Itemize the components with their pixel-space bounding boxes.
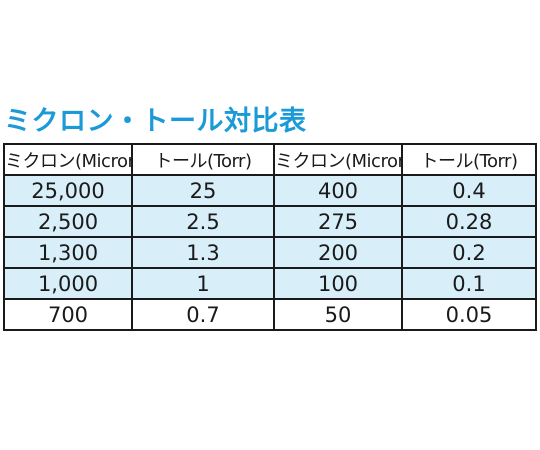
cell-torr: 0.28 — [401, 205, 537, 238]
cell-micron: 50 — [273, 298, 403, 331]
cell-micron: 1,300 — [3, 236, 133, 269]
header-row: ミクロン(Micron) トール(Torr) ミクロン(Micron) トール(… — [3, 143, 537, 176]
conversion-table: ミクロン(Micron) トール(Torr) ミクロン(Micron) トール(… — [3, 143, 537, 331]
header-torr-2: トール(Torr) — [401, 143, 537, 176]
cell-micron: 100 — [273, 267, 403, 300]
cell-micron: 200 — [273, 236, 403, 269]
cell-micron: 275 — [273, 205, 403, 238]
cell-torr: 1 — [131, 267, 275, 300]
cell-torr: 1.3 — [131, 236, 275, 269]
cell-torr: 25 — [131, 174, 275, 207]
cell-micron: 2,500 — [3, 205, 133, 238]
table-row: 700 0.7 50 0.05 — [3, 298, 537, 331]
table-row: 1,000 1 100 0.1 — [3, 267, 537, 300]
cell-torr: 0.7 — [131, 298, 275, 331]
cell-micron: 400 — [273, 174, 403, 207]
cell-micron: 1,000 — [3, 267, 133, 300]
cell-torr: 0.2 — [401, 236, 537, 269]
page-title: ミクロン・トール対比表 — [4, 106, 307, 137]
table-row: 2,500 2.5 275 0.28 — [3, 205, 537, 238]
cell-torr: 0.1 — [401, 267, 537, 300]
header-micron-2: ミクロン(Micron) — [273, 143, 403, 176]
table-row: 25,000 25 400 0.4 — [3, 174, 537, 207]
cell-torr: 0.4 — [401, 174, 537, 207]
cell-torr: 0.05 — [401, 298, 537, 331]
table-row: 1,300 1.3 200 0.2 — [3, 236, 537, 269]
cell-torr: 2.5 — [131, 205, 275, 238]
cell-micron: 700 — [3, 298, 133, 331]
header-micron-1: ミクロン(Micron) — [3, 143, 133, 176]
cell-micron: 25,000 — [3, 174, 133, 207]
header-torr-1: トール(Torr) — [131, 143, 275, 176]
